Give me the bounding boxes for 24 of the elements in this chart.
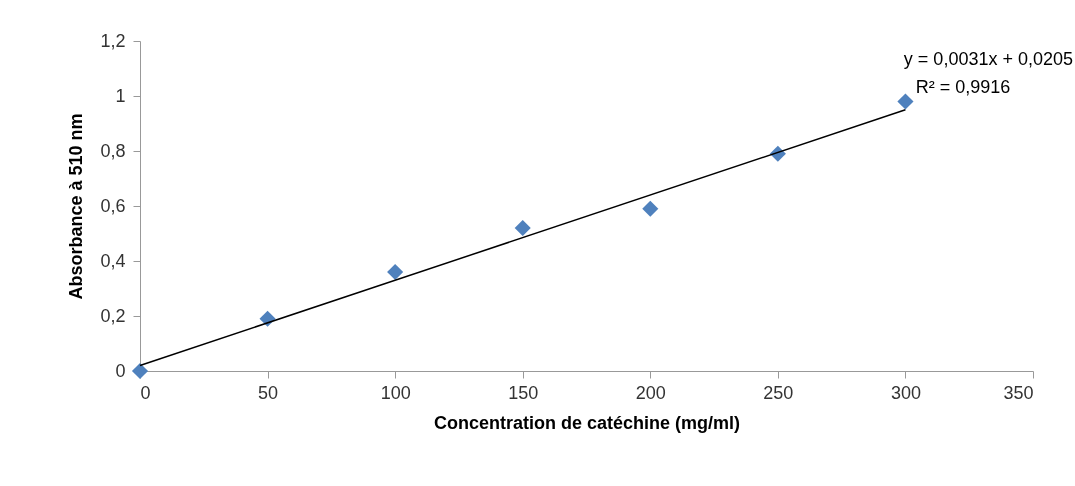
y-tick-label: 1,2	[100, 30, 126, 51]
y-tick-label: 0,8	[100, 140, 126, 161]
y-axis-title: Absorbance à 510 nm	[66, 113, 87, 300]
x-tick-label: 50	[258, 382, 279, 403]
x-tick-label: 150	[508, 382, 539, 403]
y-tick-label: 0,6	[100, 195, 126, 216]
point	[642, 200, 659, 217]
x-tick-label: 0	[140, 382, 151, 403]
annotation: R² = 0,9916	[915, 77, 1011, 97]
point	[514, 219, 531, 237]
y-tick-label: 0,4	[100, 250, 126, 271]
annotation: y = 0,0031x + 0,0205	[903, 49, 1073, 69]
point	[387, 263, 404, 281]
y-tick-label: 0,2	[100, 305, 126, 326]
y-tick-label: 1	[115, 85, 126, 106]
point	[131, 362, 149, 380]
x-tick-label: 250	[763, 382, 794, 403]
y-tick-label: 0	[115, 360, 126, 381]
x-tick-label: 350	[1003, 382, 1034, 403]
x-axis-title: Concentration de catéchine (mg/ml)	[433, 412, 741, 433]
x-tick-label: 100	[380, 382, 411, 403]
x-tick-label: 300	[890, 382, 921, 403]
x-tick-label: 200	[635, 382, 666, 403]
point	[897, 93, 914, 110]
